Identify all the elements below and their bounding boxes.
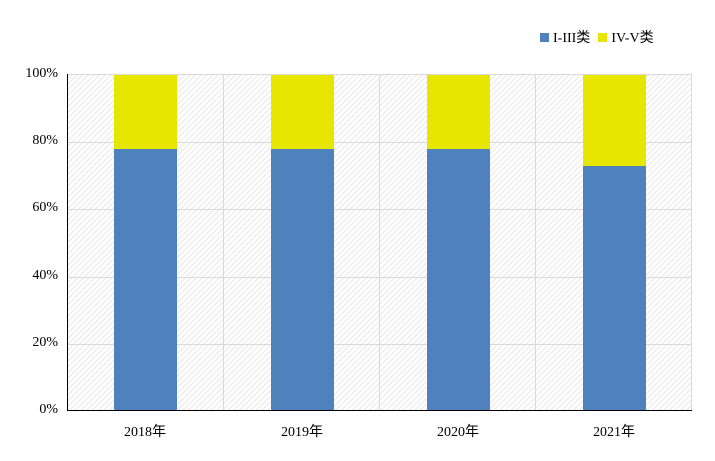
bar-2018: [114, 75, 177, 411]
x-tick-label: 2019年: [281, 425, 323, 440]
legend-item-iv-v: IV-V类: [598, 27, 654, 47]
x-tick-label: 2021年: [593, 425, 635, 440]
bar-2021: [583, 75, 646, 411]
x-tick-label: 2020年: [437, 425, 479, 440]
bar-segment-iv-v: [583, 75, 646, 166]
legend-swatch-yellow: [598, 32, 608, 42]
y-tick-label: 0%: [39, 402, 58, 417]
bar-segment-iv-v: [114, 75, 177, 149]
y-tick-label: 80%: [32, 133, 58, 148]
legend-swatch-blue: [540, 32, 549, 42]
x-tick-label: 2018年: [124, 425, 166, 440]
bar-segment-iv-v: [271, 75, 334, 149]
chart-legend: I-III类 IV-V类: [540, 27, 662, 47]
bar-segment-i-iii: [583, 166, 646, 411]
bar-segment-i-iii: [114, 149, 177, 411]
bar-segment-iv-v: [427, 75, 490, 149]
y-tick-label: 20%: [32, 335, 58, 350]
bar-2020: [427, 75, 490, 411]
y-tick-label: 40%: [32, 268, 58, 283]
gridline: [535, 75, 536, 410]
y-tick-label: 100%: [25, 66, 58, 81]
gridline: [379, 75, 380, 410]
y-axis-line: [67, 74, 68, 411]
legend-label: IV-V类: [611, 31, 654, 46]
plot-area: [67, 74, 692, 411]
bar-2019: [271, 75, 334, 411]
bar-segment-i-iii: [427, 149, 490, 411]
y-tick-label: 60%: [32, 200, 58, 215]
legend-label: I-III类: [553, 31, 591, 46]
x-axis-line: [67, 410, 692, 411]
legend-item-i-iii: I-III类: [540, 27, 590, 47]
bar-segment-i-iii: [271, 149, 334, 411]
gridline: [223, 75, 224, 410]
